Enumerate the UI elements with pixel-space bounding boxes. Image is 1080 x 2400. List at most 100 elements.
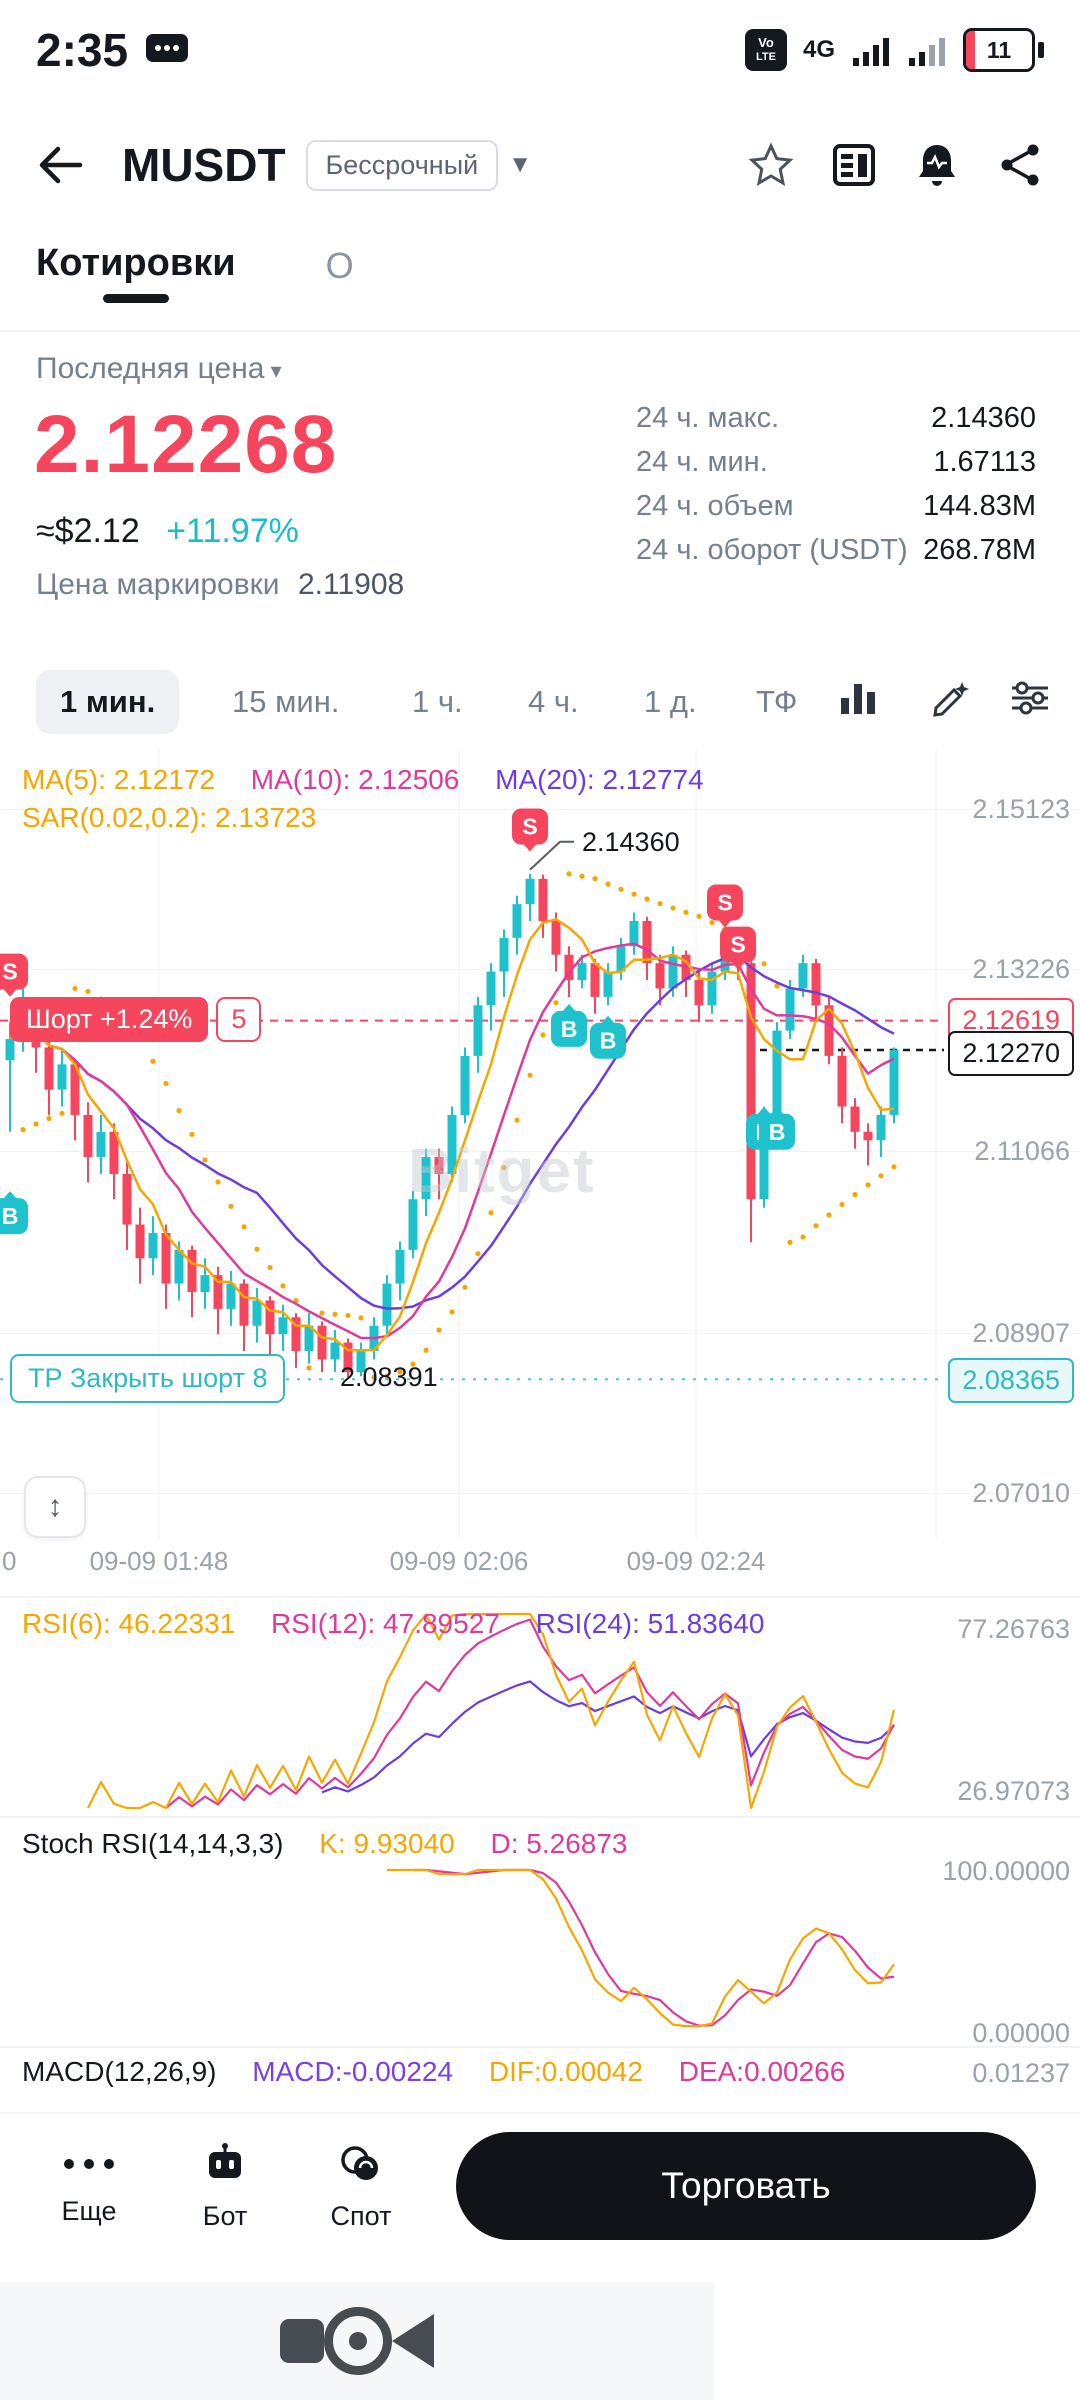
back-button[interactable] [36, 143, 84, 187]
x-axis-label: 09-09 01:48 [89, 1546, 229, 1576]
indicators-settings-icon[interactable] [1008, 676, 1052, 720]
android-nav-bar [0, 2282, 714, 2400]
network-type-label: 4G [802, 36, 835, 63]
orderbook-icon[interactable] [832, 142, 876, 188]
home-button[interactable] [324, 2307, 392, 2375]
signal-bars-icon-2 [909, 38, 945, 66]
watermark-logo: Bitget [408, 1137, 596, 1206]
stoch-bottom-label: 0.00000 [972, 2018, 1070, 2048]
stat-row: 24 ч. оборот (USDT) 268.78M [636, 533, 1036, 566]
y-axis-label: 2.13226 [972, 954, 1070, 984]
tf-more[interactable]: ТФ [756, 684, 798, 719]
mark-price-row: Цена маркировки 2.11908 [36, 568, 405, 601]
ellipsis-icon [24, 2142, 154, 2186]
clock: 2:35 [36, 24, 129, 76]
stoch-title: Stoch RSI(14,14,3,3) [22, 1828, 284, 1859]
svg-text:B: B [600, 1028, 617, 1054]
share-icon[interactable] [998, 142, 1044, 188]
macd-indicator-row: MACD(12,26,9) MACD:-0.00224 DIF:0.00042 … [22, 2056, 873, 2088]
x-axis-label: 09-09 02:24 [626, 1546, 766, 1576]
dif-label: DIF:0.00042 [488, 2056, 643, 2087]
current-price-tag: 2.12270 [948, 1031, 1074, 1076]
rsi-panel[interactable]: RSI(6): 46.22331 RSI(12): 47.89527 RSI(2… [0, 1600, 1080, 1815]
battery-icon: 11 [963, 28, 1044, 72]
tab-quotes[interactable]: Котировки [36, 242, 236, 303]
chevron-down-icon[interactable]: ▼ [508, 151, 532, 178]
coins-icon [341, 2146, 378, 2180]
stoch-canvas [387, 1868, 895, 2028]
x-axis-label: 09-09 02:06 [389, 1546, 529, 1576]
macd-panel[interactable]: MACD(12,26,9) MACD:-0.00224 DIF:0.00042 … [0, 2050, 1080, 2110]
divider [0, 2046, 1080, 2048]
timeframe-bar: 1 мин. 15 мин. 1 ч. 4 ч. 1 д. ТФ [0, 662, 1080, 748]
macd-value-label: MACD:-0.00224 [252, 2056, 454, 2087]
trade-button[interactable]: Торговать [456, 2132, 1036, 2240]
x-axis-label: 0 [2, 1546, 17, 1576]
rsi12-label: RSI(12): 47.89527 [271, 1608, 500, 1639]
position-count: 5 [216, 997, 262, 1042]
take-profit-label[interactable]: ТР Закрыть шорт 8 [10, 1354, 286, 1403]
tf-1d[interactable]: 1 д. [644, 684, 697, 719]
svg-text:S: S [730, 932, 745, 958]
divider [0, 330, 1080, 332]
draw-tool-icon[interactable] [928, 676, 972, 720]
svg-text:S: S [717, 889, 732, 915]
favorite-star-icon[interactable] [748, 142, 794, 188]
recents-button[interactable] [280, 2319, 324, 2363]
svg-text:S: S [522, 814, 537, 840]
stoch-rsi-panel[interactable]: Stoch RSI(14,14,3,3) K: 9.93040 D: 5.268… [0, 1820, 1080, 2048]
macd-top-label: 0.01237 [972, 2058, 1070, 2088]
tab-info[interactable]: О [325, 245, 354, 286]
candlestick-chart[interactable]: 2.14360SBSBBSSBB MA(5): 2.12172 MA(10): … [0, 750, 1080, 1595]
svg-text:B: B [769, 1119, 786, 1145]
svg-text:S: S [2, 959, 17, 985]
stoch-top-label: 100.00000 [942, 1856, 1070, 1886]
sar-label: SAR(0.02,0.2): 2.13723 [22, 802, 317, 833]
last-price-selector[interactable]: Последняя цена ▾ [36, 352, 282, 385]
battery-percent: 11 [986, 36, 1012, 63]
dea-label: DEA:0.00266 [678, 2056, 846, 2087]
bot-button[interactable]: Бот [160, 2142, 290, 2232]
symbol-title: MUSDT [122, 139, 286, 191]
volte-icon: Vo LTE [744, 29, 787, 71]
take-profit-price-tag: 2.08365 [948, 1358, 1074, 1403]
rsi-bottom-label: 26.97073 [957, 1776, 1070, 1806]
spot-button[interactable]: Спот [296, 2142, 426, 2232]
stoch-k-label: K: 9.93040 [319, 1828, 455, 1859]
last-price-value: 2.12268 [34, 399, 338, 490]
signal-bars-icon [853, 38, 889, 66]
price-alert-icon[interactable] [914, 141, 960, 189]
low-price-label: 2.08391 [340, 1362, 438, 1392]
tf-1min[interactable]: 1 мин. [36, 670, 180, 734]
message-icon [146, 34, 189, 62]
contract-type-badge[interactable]: Бессрочный [305, 139, 499, 191]
stat-row: 24 ч. объем 144.83M [636, 489, 1036, 522]
svg-text:B: B [2, 1203, 19, 1229]
y-axis-label: 2.07010 [972, 1478, 1070, 1508]
status-bar: 2:35 Vo LTE 4G 11 [0, 0, 1080, 100]
sar-indicator-row: SAR(0.02,0.2): 2.13723 [22, 802, 344, 834]
short-position-label[interactable]: Шорт +1.24% 5 [10, 997, 262, 1042]
tf-15min[interactable]: 15 мин. [232, 684, 340, 719]
bottom-action-bar: Еще Бот Спот Торговать [0, 2112, 1080, 2280]
tf-4h[interactable]: 4 ч. [528, 684, 579, 719]
ma10-label: MA(10): 2.12506 [250, 764, 460, 795]
more-button[interactable]: Еще [24, 2142, 154, 2227]
usd-approx: ≈$2.12 [36, 512, 140, 550]
svg-text:B: B [561, 1016, 578, 1042]
change-percent: +11.97% [166, 512, 299, 550]
rsi24-label: RSI(24): 51.83640 [535, 1608, 765, 1639]
chart-expand-button[interactable]: ↕ [24, 1476, 86, 1538]
macd-title: MACD(12,26,9) [22, 2056, 217, 2087]
rsi6-label: RSI(6): 46.22331 [22, 1608, 236, 1639]
stoch-indicator-row: Stoch RSI(14,14,3,3) K: 9.93040 D: 5.268… [22, 1828, 656, 1860]
divider [0, 1816, 1080, 1818]
nav-back-button[interactable] [392, 2314, 434, 2368]
candlestick-canvas[interactable]: 2.14360SBSBBSSBB [0, 750, 1080, 1595]
y-axis-label: 2.11066 [974, 1136, 1070, 1166]
tf-1h[interactable]: 1 ч. [412, 684, 463, 719]
chart-style-icon[interactable] [836, 676, 880, 720]
ma5-label: MA(5): 2.12172 [22, 764, 215, 795]
y-axis-label: 2.15123 [972, 794, 1070, 824]
header: MUSDT Бессрочный ▼ [0, 100, 1080, 230]
